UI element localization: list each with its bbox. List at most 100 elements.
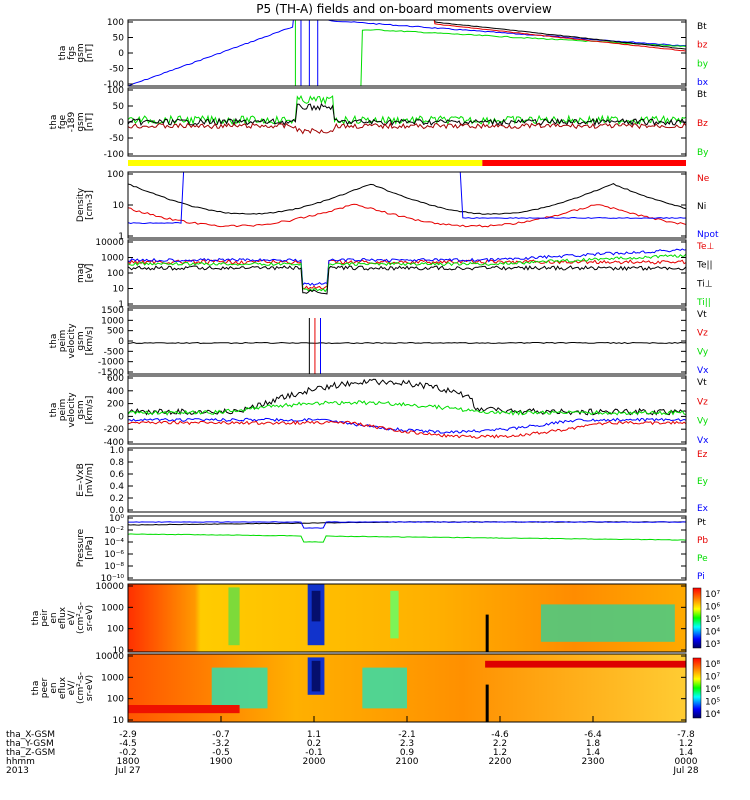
y-axis-label: gsm xyxy=(76,43,86,62)
y-axis-label: peir xyxy=(40,609,50,627)
y-axis-label: eflux xyxy=(58,606,68,629)
y-tick-label: -50 xyxy=(109,134,124,144)
y-tick-label: 10 xyxy=(113,285,125,295)
y-axis-label: [mV/m] xyxy=(85,463,95,497)
legend-Pb: Pb xyxy=(697,536,708,546)
x-row-value: 1.4 xyxy=(586,748,601,758)
colorbar xyxy=(692,587,702,649)
y-tick-label: 50 xyxy=(113,102,125,112)
x-row-value: -0.1 xyxy=(305,748,323,758)
y-tick-label: 100 xyxy=(107,695,124,705)
x-row-label: tha_Z-GSM xyxy=(6,748,55,758)
series-Vt xyxy=(128,378,686,416)
legend-Ez: Ez xyxy=(697,450,708,460)
y-tick-label: 0.4 xyxy=(110,482,125,492)
x-row-value: Jul 28 xyxy=(672,766,698,776)
series-Tipar xyxy=(128,253,686,293)
legend-Vx: Vx xyxy=(697,366,709,376)
y-axis-label: Density xyxy=(76,187,86,222)
y-tick-label: 0 xyxy=(118,337,124,347)
x-row-label: hhmm xyxy=(6,757,35,767)
legend-By: By xyxy=(697,148,709,158)
y-axis-label: tha xyxy=(49,115,59,130)
series-Teperp xyxy=(128,259,686,290)
y-tick-label: 10 xyxy=(113,646,125,656)
x-row-value: 1.2 xyxy=(493,748,507,758)
panel-frame xyxy=(127,375,687,445)
panel-3-plot-area xyxy=(128,172,686,228)
x-row-value: -4.6 xyxy=(491,730,509,740)
y-tick-label: 10⁻² xyxy=(104,526,124,536)
legend-Ti⊥: Ti⊥ xyxy=(696,279,713,289)
x-row-value: Jul 27 xyxy=(114,766,140,776)
colorbar-tick-label: 10³ xyxy=(705,640,720,650)
x-row-label: tha_Y-GSM xyxy=(6,739,54,749)
legend-Vy: Vy xyxy=(697,417,709,427)
panel-10-plot-area xyxy=(128,654,686,722)
panel-8-plot-area xyxy=(128,521,686,543)
x-row-value: 0.2 xyxy=(307,739,321,749)
y-axis-label: sr-eV) xyxy=(85,605,95,631)
x-row-value: -2.9 xyxy=(119,730,137,740)
legend-Pe: Pe xyxy=(697,554,708,564)
legend-Pt: Pt xyxy=(697,518,706,528)
y-tick-label: 10⁻⁶ xyxy=(104,550,124,560)
colorbar-tick-label: 10⁴ xyxy=(705,710,720,720)
panel-2-plot-area xyxy=(128,94,686,135)
y-axis-label: mag xyxy=(76,263,86,283)
spectrogram-core xyxy=(311,590,321,622)
y-axis-label: gsm xyxy=(76,331,86,350)
y-tick-label: 100 xyxy=(107,170,124,180)
y-tick-label: 0.2 xyxy=(110,494,124,504)
y-axis-label: tha xyxy=(49,334,59,349)
series-Ni xyxy=(128,183,686,215)
data-gap xyxy=(485,614,489,652)
x-row-value: -0.5 xyxy=(212,748,230,758)
panel-7: 1.0 0.8 0.6 0.4 0.2 0.0 E=-VxB [mV/m] Ez Ey Ex xyxy=(76,446,709,516)
y-tick-label: 100 xyxy=(107,625,124,635)
y-tick-label: 50 xyxy=(113,34,125,44)
series-Tepar xyxy=(128,265,686,295)
legend-Vx: Vx xyxy=(697,436,709,446)
x-row-value: 2.2 xyxy=(493,739,507,749)
panel-6: 600 400 200 0 -200 -400 tha peim velocity gsm [km/… xyxy=(49,374,709,448)
legend-Te⊥: Te⊥ xyxy=(696,242,715,252)
x-row-label: 2013 xyxy=(6,766,29,776)
legend-Npot: Npot xyxy=(697,230,719,240)
y-axis-label: sr-eV) xyxy=(85,675,95,701)
y-axis-label: gsm xyxy=(76,112,86,131)
series-Pe xyxy=(128,533,686,543)
x-row-value: 1.8 xyxy=(586,739,601,749)
panel-9: 10⁷ 10⁶ 10⁵ 10⁴ 10³ 10000 1000 100 10 tha peir en ef… xyxy=(31,582,720,656)
y-tick-label: 1000 xyxy=(101,254,124,264)
y-axis-label: E=-VxB xyxy=(76,463,86,497)
colorbar-tick-label: 10⁷ xyxy=(705,673,720,683)
panel-3: 100 10 1 Density [cm-3] Ne Ni Npot xyxy=(76,170,719,242)
y-tick-label: 1000 xyxy=(101,316,124,326)
panel-10: 10⁸ 10⁷ 10⁶ 10⁵ 10⁴ 10000 1000 100 10 tha peer en ef… xyxy=(31,652,720,726)
x-row-value: -2.1 xyxy=(398,730,416,740)
x-row-value: 1.4 xyxy=(679,748,694,758)
series-Pi xyxy=(128,521,686,529)
panel-frame xyxy=(127,515,687,581)
legend-Ey: Ey xyxy=(697,477,709,487)
y-axis-label: velocity xyxy=(67,392,77,428)
y-tick-label: -1500 xyxy=(98,368,124,378)
legend-Vy: Vy xyxy=(697,347,709,357)
legend-Vt: Vt xyxy=(697,310,707,320)
spectrogram-band xyxy=(485,660,686,668)
x-row-value: 2000 xyxy=(303,757,326,767)
y-tick-label: -1000 xyxy=(98,358,124,368)
panel-4: 10000 1000 100 10 1 mag [eV] Te⊥ Te|| Ti⊥ Ti|| xyxy=(76,238,715,310)
y-axis-label: en xyxy=(49,612,59,623)
legend-Ne: Ne xyxy=(697,174,710,184)
y-tick-label: 200 xyxy=(107,400,124,410)
colorbar-tick-label: 10⁵ xyxy=(705,698,720,708)
chart-title: P5 (TH-A) fields and on-board moments ov… xyxy=(256,2,552,16)
series-Vt xyxy=(128,341,686,345)
spectrogram-patch xyxy=(228,587,240,646)
x-row-value: 1.2 xyxy=(679,739,693,749)
y-axis-label: velocity xyxy=(67,323,77,359)
y-tick-label: 10 xyxy=(113,201,125,211)
x-row-value: 1800 xyxy=(117,757,140,767)
